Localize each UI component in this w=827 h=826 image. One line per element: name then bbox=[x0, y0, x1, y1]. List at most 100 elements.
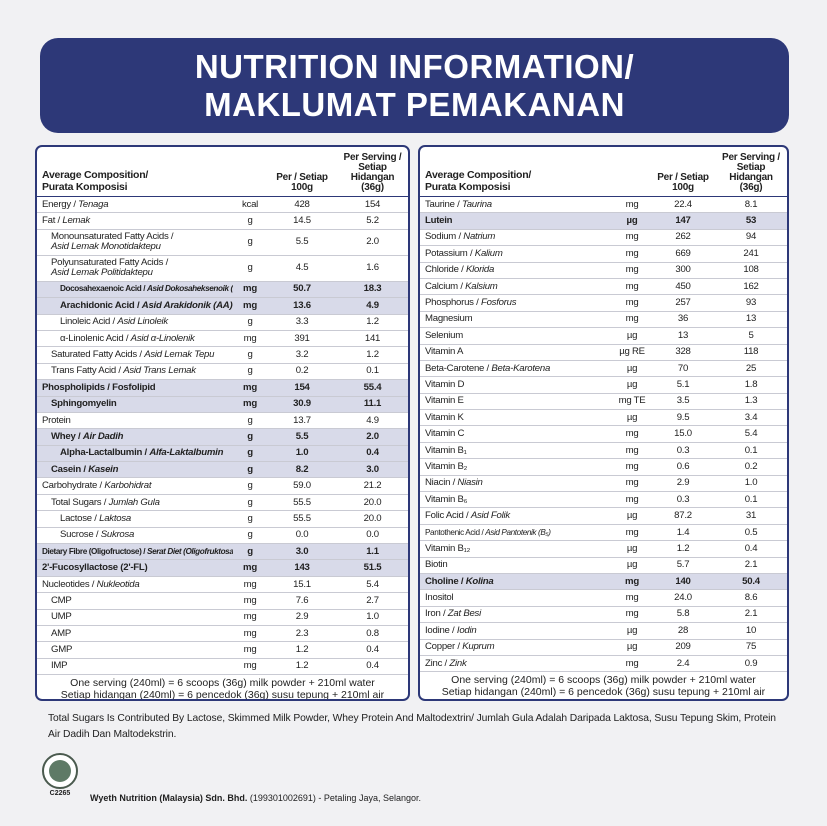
name-en: Carbohydrate / bbox=[42, 480, 102, 492]
per-100g: 669 bbox=[651, 245, 715, 263]
per-100g: 328 bbox=[651, 344, 715, 361]
name-en: Taurine / bbox=[425, 198, 460, 210]
nutrient-row: Sodium / Natrium mg 262 94 bbox=[420, 229, 787, 247]
nutrient-name: Polyunsaturated Fatty Acids / Asid Lemak … bbox=[37, 255, 233, 282]
table-body: Taurine / Taurina mg 22.4 8.1 Lutein µg 147 53 S… bbox=[420, 196, 787, 673]
unit: µg bbox=[613, 557, 651, 574]
header-text: Purata Komposisi bbox=[425, 181, 511, 193]
table-head: Average Composition/Purata Komposisi Per … bbox=[420, 147, 787, 197]
name-en: Biotin bbox=[425, 559, 448, 571]
header-text: Purata Komposisi bbox=[42, 181, 128, 193]
unit: mg bbox=[613, 573, 651, 591]
name-en: Iodine / bbox=[425, 624, 455, 636]
per-100g: 2.3 bbox=[267, 625, 337, 643]
name-ms: Air Dadih bbox=[82, 430, 124, 442]
nutrient-row: 2'-Fucosyllactose (2'-FL) mg 143 51.5 bbox=[37, 559, 408, 577]
nutrient-row: UMP mg 2.9 1.0 bbox=[37, 609, 408, 626]
nutrient-row: Saturated Fatty Acids / Asid Lemak Tepu g… bbox=[37, 346, 408, 364]
unit: mg bbox=[613, 425, 651, 443]
per-100g: 1.4 bbox=[651, 524, 715, 542]
per-100g: 3.5 bbox=[651, 393, 715, 411]
nutrient-name: IMP bbox=[37, 658, 233, 676]
nutrient-name: Potassium / Kalium bbox=[420, 245, 613, 263]
title-line: MAKLUMAT PEMAKANAN bbox=[204, 86, 625, 123]
per-serving: 2.0 bbox=[337, 428, 408, 446]
per-serving: 10 bbox=[715, 622, 787, 640]
name-en: Inositol bbox=[425, 592, 454, 604]
nutrient-name: Phosphorus / Fosforus bbox=[420, 294, 613, 312]
logo-code: C2265 bbox=[50, 790, 71, 797]
per-100g: 3.2 bbox=[267, 346, 337, 364]
nutrient-name: Vitamin B₁₂ bbox=[420, 540, 613, 558]
nutrient-row: Nucleotides / Nukleotida mg 15.1 5.4 bbox=[37, 576, 408, 594]
name-en: IMP bbox=[51, 660, 68, 672]
name-en: AMP bbox=[51, 627, 72, 639]
per-100g: 5.5 bbox=[267, 428, 337, 446]
per-serving: 0.4 bbox=[337, 641, 408, 659]
nutrient-name: Alpha-Lactalbumin / Alfa-Laktalbumin bbox=[37, 445, 233, 463]
per-100g: 1.2 bbox=[267, 641, 337, 659]
nutrient-name: Iodine / Iodin bbox=[420, 622, 613, 640]
name-ms: Kolina bbox=[465, 575, 494, 587]
unit: mg bbox=[233, 576, 267, 594]
name-ms: Alfa-Laktalbumin bbox=[149, 447, 224, 459]
per-serving: 1.0 bbox=[337, 609, 408, 626]
nutrient-row: Chloride / Klorida mg 300 108 bbox=[420, 262, 787, 279]
name-en: Folic Acid / bbox=[425, 510, 469, 522]
per-100g: 1.2 bbox=[651, 540, 715, 558]
nutrient-row: Dietary Fibre (Oligofructose) / Serat Di… bbox=[37, 543, 408, 561]
serving-note: One serving (240ml) = 6 scoops (36g) mil… bbox=[420, 672, 787, 698]
header-text: Average Composition/ bbox=[425, 169, 532, 181]
name-en: Vitamin B₆ bbox=[425, 493, 468, 505]
unit: mg bbox=[613, 245, 651, 263]
name-ms: Natrium bbox=[463, 231, 496, 243]
nutrient-row: Vitamin D µg 5.1 1.8 bbox=[420, 376, 787, 394]
unit: µg bbox=[613, 540, 651, 558]
nutrient-row: Iodine / Iodin µg 28 10 bbox=[420, 622, 787, 640]
unit: mg bbox=[613, 491, 651, 509]
name-en: Selenium bbox=[425, 329, 463, 341]
name-en: Docosahexaenoic Acid / bbox=[60, 284, 146, 294]
nutrient-row: Docosahexaenoic Acid / Asid Dokosaheksen… bbox=[37, 281, 408, 299]
nutrient-row: Choline / Kolina mg 140 50.4 bbox=[420, 573, 787, 591]
unit: mg bbox=[613, 458, 651, 476]
nutrient-name: Copper / Kuprum bbox=[420, 639, 613, 656]
per-serving: 25 bbox=[715, 360, 787, 378]
unit: mg bbox=[233, 559, 267, 577]
per-100g: 0.3 bbox=[651, 491, 715, 509]
unit: mg bbox=[233, 592, 267, 610]
per-100g: 8.2 bbox=[267, 461, 337, 479]
per-100g: 9.5 bbox=[651, 409, 715, 427]
name-en: Sodium / bbox=[425, 231, 461, 243]
nutrient-name: Vitamin D bbox=[420, 376, 613, 394]
per-100g: 428 bbox=[267, 196, 337, 214]
per-100g: 7.6 bbox=[267, 592, 337, 610]
company-line: Wyeth Nutrition (Malaysia) Sdn. Bhd. (19… bbox=[90, 793, 421, 803]
per-100g: 391 bbox=[267, 330, 337, 348]
per-100g: 22.4 bbox=[651, 196, 715, 214]
serving-line: Setiap hidangan (240ml) = 6 pencedok (36… bbox=[60, 689, 385, 701]
per-100g: 3.0 bbox=[267, 543, 337, 561]
nutrient-name: Biotin bbox=[420, 557, 613, 574]
unit: mg bbox=[613, 229, 651, 247]
nutrient-row: Vitamin A µg RE 328 118 bbox=[420, 344, 787, 361]
name-en: Dietary Fibre (Oligofructose) / bbox=[42, 546, 146, 556]
serving-line: One serving (240ml) = 6 scoops (36g) mil… bbox=[451, 674, 756, 687]
nutrient-name: Niacin / Niasin bbox=[420, 475, 613, 493]
nutrient-name: Selenium bbox=[420, 327, 613, 345]
name-en: Lutein bbox=[425, 215, 453, 227]
header-cell: Average Composition/Purata Komposisi bbox=[37, 147, 233, 197]
name-ms: Nukleotida bbox=[96, 578, 140, 590]
per-100g: 55.5 bbox=[267, 494, 337, 512]
header-cell bbox=[233, 147, 267, 197]
per-serving: 2.1 bbox=[715, 557, 787, 574]
per-100g: 59.0 bbox=[267, 477, 337, 495]
nutrient-name: Linoleic Acid / Asid Linoleik bbox=[37, 314, 233, 331]
unit: g bbox=[233, 229, 267, 256]
unit: mg bbox=[613, 196, 651, 214]
name-ms: Karbohidrat bbox=[104, 480, 152, 492]
header-cell: Average Composition/Purata Komposisi bbox=[420, 147, 613, 197]
per-100g: 24.0 bbox=[651, 589, 715, 607]
header-cell: Per / Setiap 100g bbox=[267, 147, 337, 197]
nutrient-name: Beta-Carotene / Beta-Karotena bbox=[420, 360, 613, 378]
